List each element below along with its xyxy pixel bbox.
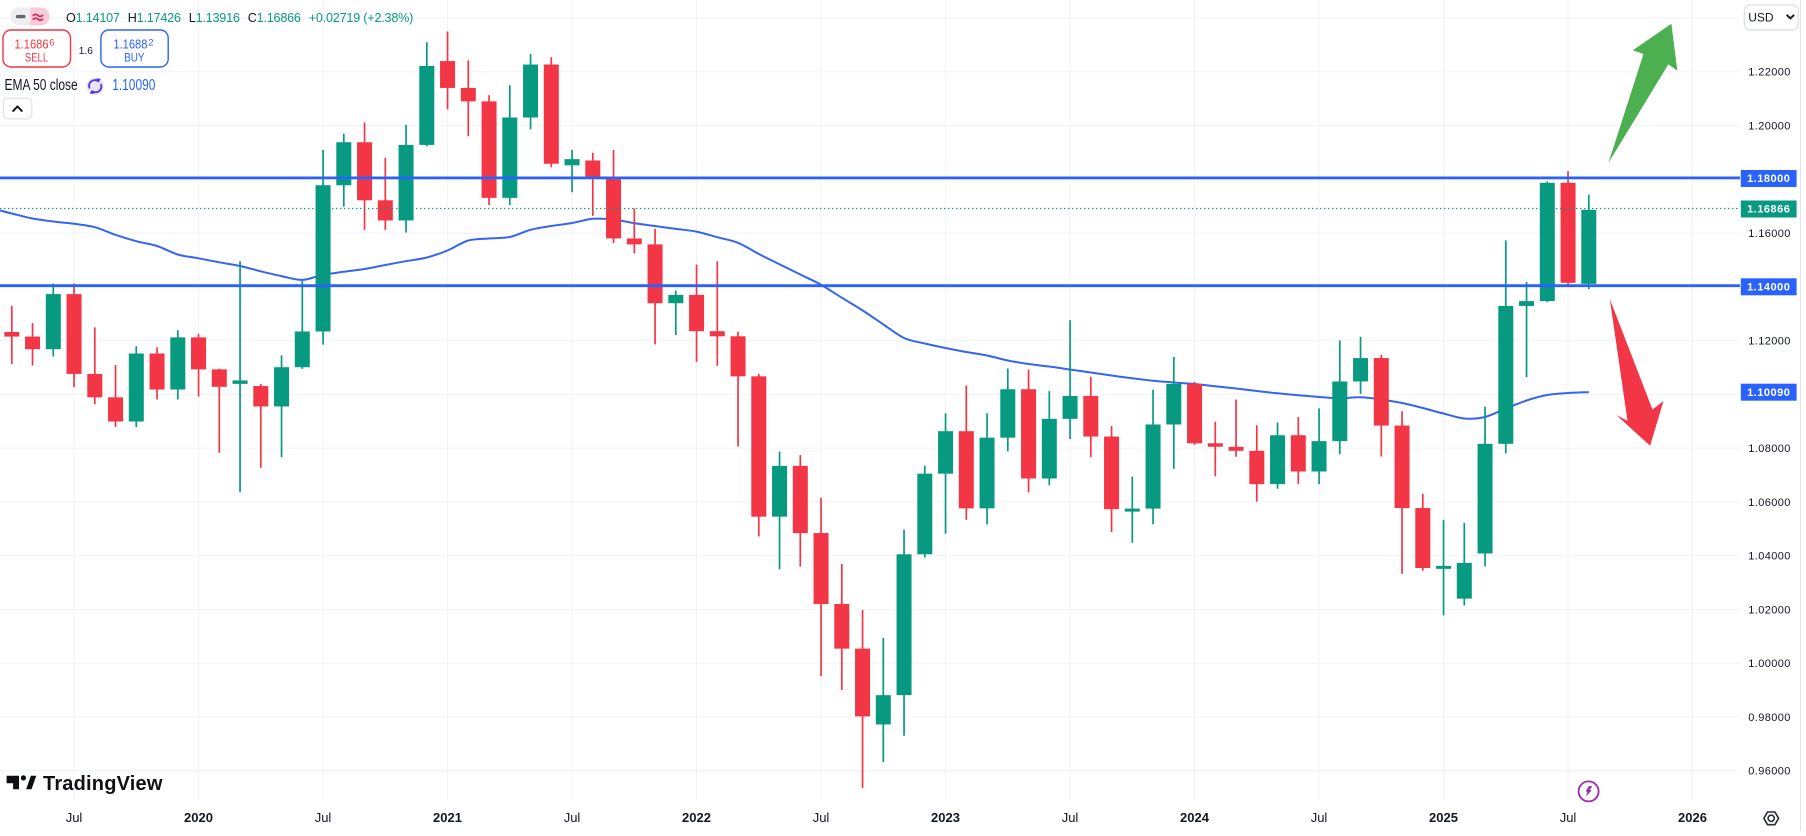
svg-text:Jul: Jul xyxy=(1311,810,1328,825)
svg-text:1.04000: 1.04000 xyxy=(1748,551,1791,563)
svg-text:6: 6 xyxy=(49,37,54,48)
svg-text:2022: 2022 xyxy=(682,810,711,825)
svg-text:TradingView: TradingView xyxy=(43,773,163,795)
svg-text:1.22000: 1.22000 xyxy=(1748,67,1791,79)
svg-text:1.02000: 1.02000 xyxy=(1748,604,1791,616)
svg-text:1.14000: 1.14000 xyxy=(1747,282,1790,294)
svg-text:EMA 50 close: EMA 50 close xyxy=(5,77,78,94)
svg-text:1.16866: 1.16866 xyxy=(1747,204,1790,216)
svg-text:Jul: Jul xyxy=(315,810,332,825)
svg-text:USD: USD xyxy=(1748,11,1774,25)
svg-text:Jul: Jul xyxy=(1062,810,1079,825)
svg-text:1.16000: 1.16000 xyxy=(1748,228,1791,240)
svg-text:Jul: Jul xyxy=(66,810,83,825)
svg-text:Jul: Jul xyxy=(564,810,581,825)
svg-text:2024: 2024 xyxy=(1180,810,1210,825)
svg-text:1.12000: 1.12000 xyxy=(1748,336,1791,348)
svg-text:2021: 2021 xyxy=(433,810,462,825)
svg-text:SELL: SELL xyxy=(25,50,48,64)
svg-text:2023: 2023 xyxy=(931,810,960,825)
svg-text:1.08000: 1.08000 xyxy=(1748,443,1791,455)
svg-text:1.10090: 1.10090 xyxy=(1747,387,1790,399)
svg-text:1.20000: 1.20000 xyxy=(1748,121,1791,133)
svg-text:2025: 2025 xyxy=(1429,810,1458,825)
svg-text:2020: 2020 xyxy=(184,810,213,825)
svg-text:1.18000: 1.18000 xyxy=(1747,173,1790,185)
svg-text:1.1688: 1.1688 xyxy=(113,37,147,52)
svg-text:BUY: BUY xyxy=(124,50,144,64)
svg-text:1.06000: 1.06000 xyxy=(1748,497,1791,509)
svg-text:1.6: 1.6 xyxy=(79,45,93,57)
svg-text:0.98000: 0.98000 xyxy=(1748,712,1791,724)
svg-text:1.10090: 1.10090 xyxy=(112,77,155,94)
svg-text:1.00000: 1.00000 xyxy=(1748,658,1791,670)
svg-text:Jul: Jul xyxy=(813,810,830,825)
svg-text:0.96000: 0.96000 xyxy=(1748,766,1791,778)
svg-text:2: 2 xyxy=(148,37,153,48)
svg-text:Jul: Jul xyxy=(1560,810,1577,825)
svg-text:2026: 2026 xyxy=(1678,810,1707,825)
svg-text:1.1686: 1.1686 xyxy=(15,37,49,52)
